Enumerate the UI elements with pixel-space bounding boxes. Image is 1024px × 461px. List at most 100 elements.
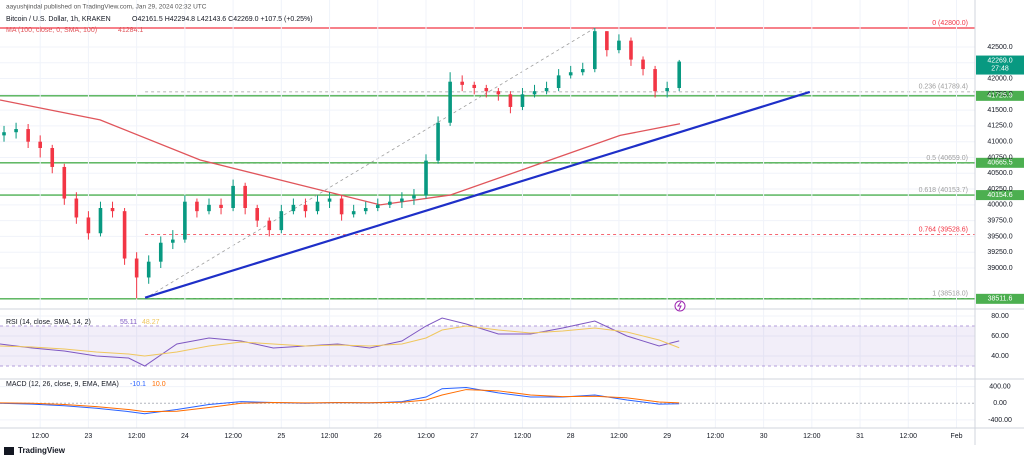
candle-body	[207, 204, 211, 212]
rsi-title: RSI (14, close, SMA, 14, 2)	[6, 319, 91, 326]
y-tick-label: -400.00	[988, 417, 1012, 424]
y-tick-label: 60.00	[991, 333, 1009, 340]
price-label: 42269.0	[987, 57, 1012, 64]
candle-body	[38, 141, 42, 149]
publisher: aayushjindal published on TradingView.co…	[6, 4, 207, 11]
x-tick-label: 12:00	[610, 433, 628, 440]
y-tick-label: 40000.0	[987, 202, 1012, 209]
trend-line	[144, 90, 811, 299]
candle-body	[400, 198, 404, 202]
y-tick-label: 80.00	[991, 313, 1009, 320]
candle-body	[158, 242, 163, 262]
y-tick-label: 41750.0	[987, 91, 1012, 98]
candle-body	[315, 201, 320, 212]
candle-body	[363, 208, 368, 212]
level-label: 40154.6	[987, 192, 1012, 199]
candle-body	[605, 31, 609, 51]
candle-body	[74, 198, 79, 218]
candle-body	[267, 220, 272, 231]
x-tick-label: 12:00	[31, 433, 49, 440]
candle-body	[219, 204, 223, 209]
plot	[0, 0, 1024, 428]
level-badge	[976, 293, 1024, 304]
countdown: 27:48	[991, 65, 1009, 72]
y-tick-label: 39000.0	[987, 265, 1012, 272]
x-tick-label: 12:00	[128, 433, 146, 440]
ma-label: MA (100, close, 0, SMA, 100)	[6, 27, 97, 34]
indicator-line	[0, 389, 680, 413]
level-badge	[976, 157, 1024, 168]
indicator-value: -10.1	[130, 381, 146, 388]
level-label: 41725.9	[987, 93, 1012, 100]
ma-line	[0, 99, 681, 206]
candle-body	[183, 201, 187, 240]
x-tick-label: 25	[277, 433, 285, 440]
x-tick-label: 29	[663, 433, 671, 440]
indicator-value: 48.27	[142, 319, 160, 326]
candle-body	[388, 201, 392, 205]
footer-brand: TradingView	[18, 446, 66, 455]
rsi-band	[0, 326, 975, 366]
macd-title: MACD (12, 26, close, 9, EMA, EMA)	[6, 381, 119, 388]
candle-body	[412, 195, 416, 199]
ma-value: 41284.1	[118, 27, 143, 34]
x-tick-label: 31	[856, 433, 864, 440]
candle-body	[580, 69, 585, 73]
fib-label: 0.236 (41789.4)	[919, 84, 968, 91]
candle-body	[448, 81, 452, 123]
candle-body	[50, 148, 55, 167]
indicator-value: 55.11	[120, 319, 137, 326]
x-tick-label: 12:00	[224, 433, 242, 440]
fib-label: 0.764 (39528.6)	[919, 226, 968, 233]
candle-body	[134, 258, 139, 278]
y-tick-label: 40750.0	[987, 154, 1012, 161]
price-badge	[976, 55, 1024, 75]
candle-body	[255, 208, 260, 221]
fib-label: 0.5 (40659.0)	[926, 155, 968, 162]
candle-body	[593, 31, 597, 70]
x-tick-label: 12:00	[900, 433, 918, 440]
x-tick-label: 12:00	[707, 433, 725, 440]
candle-body	[520, 94, 525, 107]
candle-body	[641, 59, 645, 70]
candle-body	[110, 208, 115, 212]
candle-body	[98, 208, 103, 234]
candle-body	[568, 72, 573, 76]
y-tick-label: 39500.0	[987, 233, 1012, 240]
y-tick-label: 39750.0	[987, 217, 1012, 224]
candle-body	[544, 88, 549, 92]
y-tick-label: 41000.0	[987, 139, 1012, 146]
candle-body	[665, 88, 669, 92]
candle-body	[351, 211, 356, 215]
candle-body	[556, 75, 561, 89]
candle-body	[243, 185, 247, 209]
candle-body	[532, 91, 537, 95]
level-badge	[976, 190, 1024, 201]
candle-body	[617, 40, 621, 51]
y-tick-label: 400.00	[989, 383, 1011, 390]
y-tick-label: 40.00	[991, 353, 1009, 360]
x-tick-label: 28	[567, 433, 575, 440]
indicator-value: 10.0	[152, 381, 166, 388]
candle-body	[424, 160, 428, 196]
candle-body	[231, 185, 235, 209]
candle-body	[291, 204, 296, 212]
x-tick-label: 23	[85, 433, 93, 440]
x-tick-label: 12:00	[417, 433, 435, 440]
y-tick-label: 42500.0	[987, 44, 1012, 51]
candle-body	[508, 94, 513, 107]
chart-title: Bitcoin / U.S. Dollar, 1h, KRAKEN	[6, 16, 111, 23]
fib-label: 0 (42800.0)	[932, 20, 968, 27]
candle-body	[460, 81, 464, 85]
fib-label: 0.618 (40153.7)	[919, 187, 968, 194]
x-tick-label: 12:00	[321, 433, 339, 440]
candle-body	[472, 84, 477, 89]
candle-body	[171, 239, 175, 243]
candle-body	[629, 40, 633, 60]
y-tick-label: 39250.0	[987, 249, 1012, 256]
candle-body	[122, 211, 127, 259]
candle-body	[436, 122, 440, 161]
candle-body	[26, 129, 30, 142]
candle-body	[195, 201, 199, 212]
